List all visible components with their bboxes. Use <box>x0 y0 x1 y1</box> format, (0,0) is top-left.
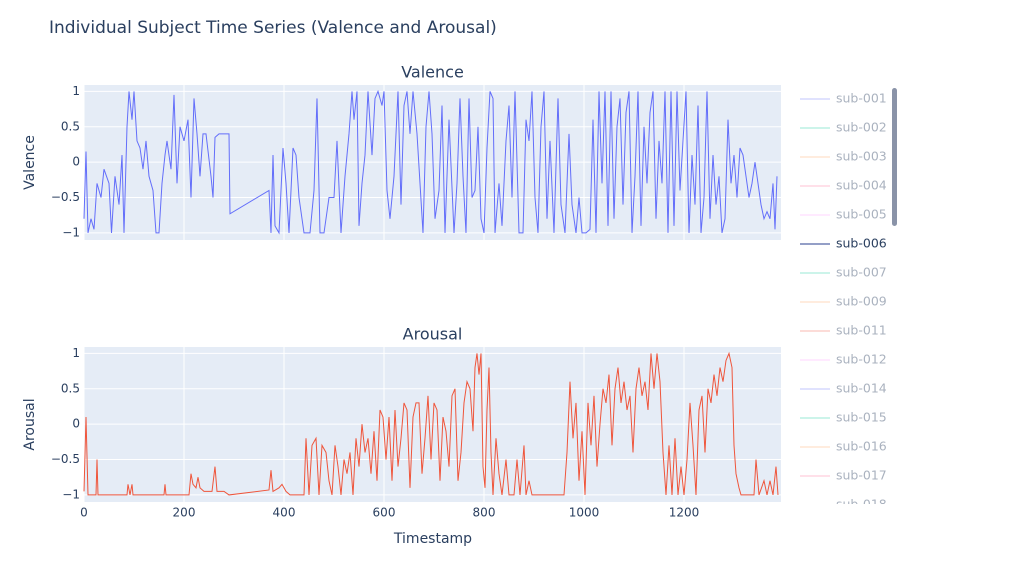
y-tick-label: 0.5 <box>61 381 80 395</box>
legend-scrollbar[interactable] <box>892 88 897 226</box>
y-tick-label: 1 <box>72 346 80 360</box>
y-tick-label: 0 <box>72 417 80 431</box>
y-tick-label: −1 <box>62 225 80 239</box>
y-axis-title: Arousal <box>22 398 38 450</box>
legend-label: sub-003 <box>836 149 887 164</box>
x-axis-title: Timestamp <box>393 531 472 547</box>
x-tick-label: 800 <box>473 506 496 520</box>
legend-item[interactable]: sub-011 <box>800 323 887 338</box>
x-tick-label: 0 <box>80 506 88 520</box>
legend-item[interactable]: sub-007 <box>800 265 887 280</box>
legend-label: sub-012 <box>836 352 887 367</box>
y-axis-title: Valence <box>22 135 38 190</box>
chart-title: Individual Subject Time Series (Valence … <box>49 18 497 38</box>
y-tick-label: −1 <box>62 487 80 501</box>
legend-item[interactable]: sub-001 <box>800 91 887 106</box>
legend-item[interactable]: sub-017 <box>800 468 887 483</box>
legend-item[interactable]: sub-002 <box>800 120 887 135</box>
legend-item[interactable]: sub-014 <box>800 381 887 396</box>
y-tick-label: 0 <box>72 155 80 169</box>
legend-item[interactable]: sub-006 <box>800 236 887 251</box>
data-line <box>83 89 778 235</box>
y-tick-label: −0.5 <box>51 452 80 466</box>
legend-item[interactable]: sub-009 <box>800 294 887 309</box>
x-tick-label: 400 <box>273 506 296 520</box>
legend-label: sub-009 <box>836 294 887 309</box>
legend-label: sub-015 <box>836 410 887 425</box>
legend-label: sub-011 <box>836 323 887 338</box>
data-line <box>83 351 779 496</box>
legend-item[interactable]: sub-004 <box>800 178 887 193</box>
legend-label: sub-005 <box>836 207 887 222</box>
legend-label: sub-001 <box>836 91 887 106</box>
x-tick-label: 600 <box>373 506 396 520</box>
legend-label: sub-018 <box>836 497 887 512</box>
legend-item[interactable]: sub-015 <box>800 410 887 425</box>
legend-label: sub-002 <box>836 120 887 135</box>
x-tick-label: 1000 <box>569 506 600 520</box>
subplot-title: Valence <box>401 63 464 82</box>
legend-label: sub-006 <box>836 236 887 251</box>
legend-item[interactable]: sub-016 <box>800 439 887 454</box>
legend-item[interactable]: sub-003 <box>800 149 887 164</box>
legend-item[interactable]: sub-018 <box>800 497 887 512</box>
x-tick-label: 1200 <box>669 506 700 520</box>
legend-label: sub-014 <box>836 381 887 396</box>
y-tick-label: 0.5 <box>61 119 80 133</box>
y-tick-label: −0.5 <box>51 190 80 204</box>
y-tick-label: 1 <box>72 84 80 98</box>
legend: sub-001 sub-002 sub-003 sub-004 sub-005 sub-0… <box>800 91 887 512</box>
legend-item[interactable]: sub-012 <box>800 352 887 367</box>
legend-label: sub-016 <box>836 439 887 454</box>
subplot-title: Arousal <box>403 325 463 344</box>
legend-label: sub-004 <box>836 178 887 193</box>
legend-item[interactable]: sub-005 <box>800 207 887 222</box>
legend-label: sub-017 <box>836 468 887 483</box>
legend-label: sub-007 <box>836 265 887 280</box>
x-tick-label: 200 <box>173 506 196 520</box>
